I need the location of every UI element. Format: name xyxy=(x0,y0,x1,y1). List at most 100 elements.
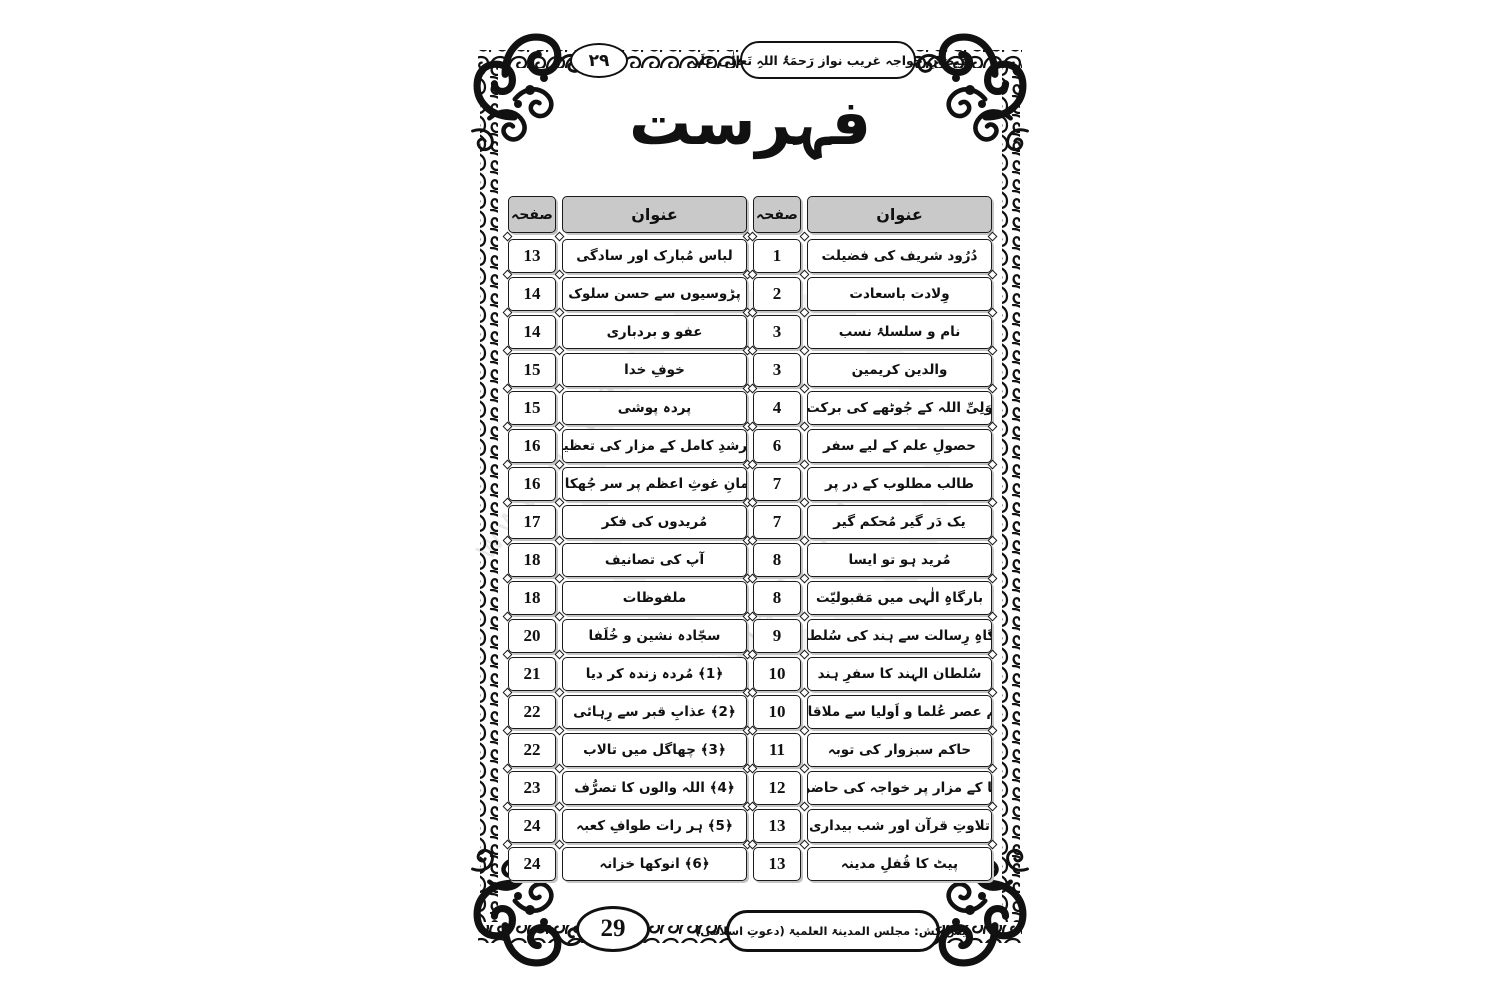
toc-row: 18 ملفوظات xyxy=(502,573,753,615)
toc-page-number: 21 xyxy=(508,657,556,691)
toc-entry-title: خوفِ خدا xyxy=(562,353,747,387)
toc-row: 24 ﴿5﴾ ہر رات طوافِ کعبہ xyxy=(502,801,753,843)
border-chain-left xyxy=(480,66,498,922)
publisher-cartouche: پیش کش: مجلس المدینۃ العلمیۃ (دعوتِ اسلا… xyxy=(695,910,971,952)
toc-page-number: 15 xyxy=(508,391,556,425)
toc-page-number: 22 xyxy=(508,733,556,767)
toc-entry-title: حاکم سبزوار کی توبہ xyxy=(807,733,992,767)
toc-row: 9 بارگاہِ رِسالت سے ہند کی سُلطانی xyxy=(747,611,998,653)
toc-table-left: صفحہ عنوان 13 لباس مُبارک اور سادگی 1 xyxy=(502,196,753,885)
toc-page-number: 9 xyxy=(753,619,801,653)
toc-row: 3 نام و سلسلۂ نسب xyxy=(747,307,998,349)
page-title: فہرست xyxy=(628,86,873,159)
toc-page-number: 3 xyxy=(753,315,801,349)
toc-page-number: 17 xyxy=(508,505,556,539)
toc-row: 11 حاکم سبزوار کی توبہ xyxy=(747,725,998,767)
toc-page-number: 16 xyxy=(508,429,556,463)
toc-page-number: 16 xyxy=(508,467,556,501)
toc-row: 22 ﴿2﴾ عذابِ قبر سے رِہائی xyxy=(502,687,753,729)
toc-page-number: 13 xyxy=(508,239,556,273)
toc-page-number: 13 xyxy=(753,847,801,881)
toc-entry-title: بارگاہِ الٰہی میں مَقبولیّت xyxy=(807,581,992,615)
toc-row: 12 داتا کے مزار پر خواجہ کی حاضری xyxy=(747,763,998,805)
toc-row: 22 ﴿3﴾ چھاگل میں تالاب xyxy=(502,725,753,767)
toc-page-number: 20 xyxy=(508,619,556,653)
toc-entry-title: دُرُود شریف کی فضیلت xyxy=(807,239,992,273)
toc-row: 3 والدین کریمین xyxy=(747,345,998,387)
toc-row: 8 بارگاہِ الٰہی میں مَقبولیّت xyxy=(747,573,998,615)
toc-page-number: 14 xyxy=(508,315,556,349)
toc-row: 7 یک دَر گیر مُحکم گیر xyxy=(747,497,998,539)
toc-entry-title: داتا کے مزار پر خواجہ کی حاضری xyxy=(807,771,992,805)
toc-header-row: صفحہ عنوان xyxy=(753,196,992,233)
toc-entry-title: یک دَر گیر مُحکم گیر xyxy=(807,505,992,539)
column-header-title: عنوان xyxy=(807,196,992,233)
toc-page-number: 8 xyxy=(753,581,801,615)
toc-row: 10 سُلطان الہند کا سفرِ ہند xyxy=(747,649,998,691)
book-title-cartouche: فیضانِ خواجہ غریب نواز رَحمَۃُ اللہِ تَع… xyxy=(688,41,968,79)
toc-page-number: 1 xyxy=(753,239,801,273)
toc-entry-title: ﴿1﴾ مُردہ زندہ کر دیا xyxy=(562,657,747,691)
toc-row: 4 وَلِیِّ اللہ کے جُوٹھے کی برکت xyxy=(747,383,998,425)
toc-page-number: 23 xyxy=(508,771,556,805)
toc-page-number: 8 xyxy=(753,543,801,577)
column-header-title: عنوان xyxy=(562,196,747,233)
toc-row: 18 آپ کی تصانیف xyxy=(502,535,753,577)
toc-entry-title: ﴿2﴾ عذابِ قبر سے رِہائی xyxy=(562,695,747,729)
toc-row: 10 ہم عصر عُلما و اَولیا سے ملاقات xyxy=(747,687,998,729)
toc-page-number: 4 xyxy=(753,391,801,425)
toc-row: 24 ﴿6﴾ انوکھا خزانہ xyxy=(502,839,753,881)
toc-page-number: 10 xyxy=(753,657,801,691)
toc-row: 16 فرمانِ غوثِ اعظم پر سر جُھکا دیا xyxy=(502,459,753,501)
column-header-page: صفحہ xyxy=(508,196,556,233)
page-number-badge-bottom: 29 xyxy=(576,906,650,952)
toc-page-number: 3 xyxy=(753,353,801,387)
toc-row: 20 سجّادہ نشین و خُلَفا xyxy=(502,611,753,653)
toc-entry-title: سجّادہ نشین و خُلَفا xyxy=(562,619,747,653)
toc-row: 13 تلاوتِ قرآن اور شب بیداری xyxy=(747,801,998,843)
toc-header-row: صفحہ عنوان xyxy=(508,196,747,233)
toc-row: 6 حصولِ علم کے لیے سفر xyxy=(747,421,998,463)
toc-entry-title: ﴿6﴾ انوکھا خزانہ xyxy=(562,847,747,881)
toc-entry-title: آپ کی تصانیف xyxy=(562,543,747,577)
toc-page-number: 18 xyxy=(508,581,556,615)
toc-entry-title: عفو و بردباری xyxy=(562,315,747,349)
toc-page-number: 24 xyxy=(508,809,556,843)
toc-entry-title: مُرید ہو تو ایسا xyxy=(807,543,992,577)
page-body: www.dawate islami.net ۲۹ فیضانِ خواجہ غر… xyxy=(464,0,1030,1000)
toc-entry-title: وَلِیِّ اللہ کے جُوٹھے کی برکت xyxy=(807,391,992,425)
toc-row: 21 ﴿1﴾ مُردہ زندہ کر دیا xyxy=(502,649,753,691)
column-header-page: صفحہ xyxy=(753,196,801,233)
toc-row: 16 مُرشدِ کامل کے مزار کی تعظیم xyxy=(502,421,753,463)
toc-table-right: صفحہ عنوان 1 دُرُود شریف کی فضیلت 2 xyxy=(747,196,998,885)
toc-entry-title: والدین کریمین xyxy=(807,353,992,387)
toc-entry-title: ﴿3﴾ چھاگل میں تالاب xyxy=(562,733,747,767)
toc-entry-title: نام و سلسلۂ نسب xyxy=(807,315,992,349)
toc-row: 13 لباس مُبارک اور سادگی xyxy=(502,231,753,273)
toc-row: 1 دُرُود شریف کی فضیلت xyxy=(747,231,998,273)
toc-rows-left: 13 لباس مُبارک اور سادگی 14 پڑوسیوں سے ح… xyxy=(502,231,753,881)
toc-page-number: 7 xyxy=(753,467,801,501)
toc-entry-title: وِلادت باسعادت xyxy=(807,277,992,311)
toc-entry-title: حصولِ علم کے لیے سفر xyxy=(807,429,992,463)
toc-rows-right: 1 دُرُود شریف کی فضیلت 2 وِلادت باسعادت … xyxy=(747,231,998,881)
toc-row: 13 پیٹ کا قُفلِ مدینہ xyxy=(747,839,998,881)
toc-entry-title: پیٹ کا قُفلِ مدینہ xyxy=(807,847,992,881)
toc-entry-title: ہم عصر عُلما و اَولیا سے ملاقات xyxy=(807,695,992,729)
page-number-badge-top: ۲۹ xyxy=(570,43,628,78)
toc-page-number: 7 xyxy=(753,505,801,539)
toc-entry-title: مُریدوں کی فکر xyxy=(562,505,747,539)
toc-page-number: 11 xyxy=(753,733,801,767)
toc-row: 17 مُریدوں کی فکر xyxy=(502,497,753,539)
toc-row: 14 پڑوسیوں سے حسن سلوک xyxy=(502,269,753,311)
toc-entry-title: بارگاہِ رِسالت سے ہند کی سُلطانی xyxy=(807,619,992,653)
toc-page-number: 22 xyxy=(508,695,556,729)
toc-entry-title: طالب مطلوب کے در پر xyxy=(807,467,992,501)
toc-row: 8 مُرید ہو تو ایسا xyxy=(747,535,998,577)
toc-entry-title: مُرشدِ کامل کے مزار کی تعظیم xyxy=(562,429,747,463)
toc-row: 15 خوفِ خدا xyxy=(502,345,753,387)
toc-page-number: 6 xyxy=(753,429,801,463)
border-chain-right xyxy=(1002,66,1020,922)
toc-entry-title: پڑوسیوں سے حسن سلوک xyxy=(562,277,747,311)
